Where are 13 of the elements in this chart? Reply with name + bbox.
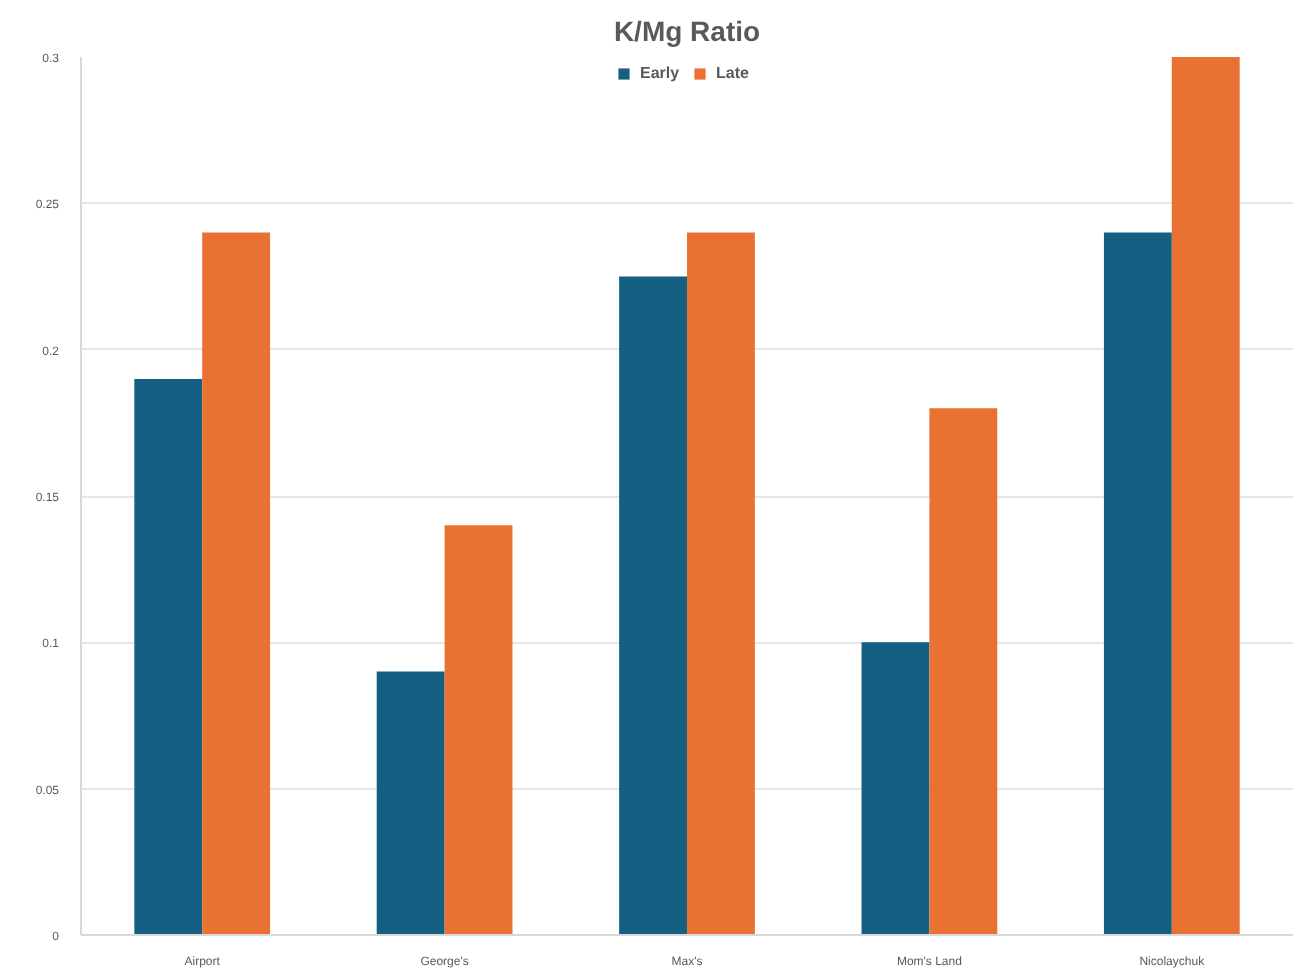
- bar: [929, 408, 998, 935]
- bar: [202, 232, 271, 935]
- bar: [1171, 57, 1240, 935]
- bar: [376, 671, 445, 935]
- legend-label: Late: [716, 64, 751, 82]
- bar: [1103, 232, 1172, 935]
- bar: [134, 378, 203, 935]
- bar: [619, 276, 687, 935]
- chart-title: K/Mg Ratio: [613, 15, 761, 47]
- bar: [861, 642, 930, 935]
- bar: [444, 525, 513, 935]
- legend-label: Early: [640, 64, 680, 82]
- bar: [687, 232, 755, 935]
